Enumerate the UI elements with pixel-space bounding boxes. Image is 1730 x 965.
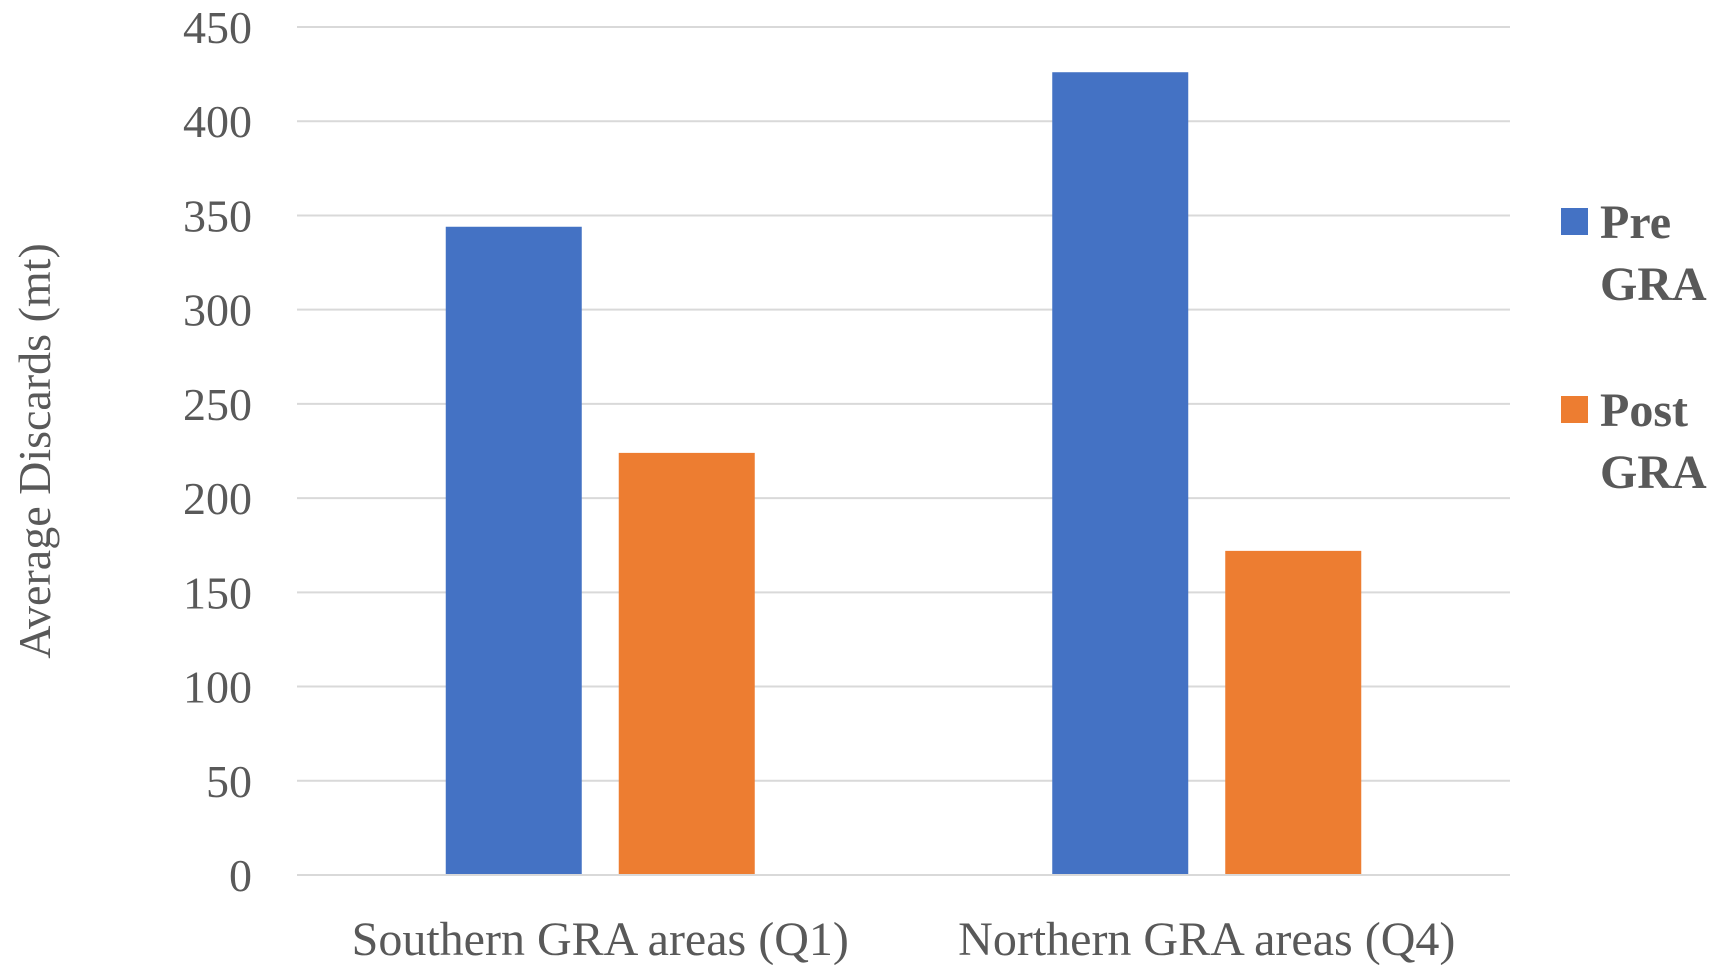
legend: Pre GRA Post GRA [1561,196,1707,499]
bars [445,72,1362,876]
legend-label-line: Pre [1600,196,1671,249]
legend-swatch [1561,396,1588,423]
y-tick-label: 350 [183,190,252,241]
y-tick-label: 250 [183,379,252,430]
bar-post-gra [1225,550,1362,875]
y-tick-label: 0 [229,850,252,901]
bar-post-gra [618,452,755,875]
bar-pre-gra [1052,72,1189,875]
legend-label-line: GRA [1600,258,1707,311]
legend-label-line: Post [1600,384,1688,437]
bar-pre-gra [445,226,582,876]
y-tick-label: 400 [183,96,252,147]
y-tick-label: 150 [183,567,252,618]
y-tick-label: 450 [183,2,252,53]
y-tick-label: 50 [206,756,252,807]
y-axis-ticks: 0 50 100 150 200 250 300 350 400 450 [183,2,252,901]
legend-label: Pre GRA [1600,196,1707,311]
x-category-label: Northern GRA areas (Q4) [958,913,1455,965]
y-tick-label: 300 [183,285,252,336]
y-tick-label: 200 [183,473,252,524]
x-axis-categories: Southern GRA areas (Q1) Northern GRA area… [352,913,1456,965]
legend-label: Post GRA [1600,384,1707,499]
legend-label-line: GRA [1600,446,1707,499]
y-axis-title: Average Discards (mt) [9,243,60,659]
legend-swatch [1561,208,1588,235]
y-tick-label: 100 [183,662,252,713]
x-category-label: Southern GRA areas (Q1) [352,913,849,965]
